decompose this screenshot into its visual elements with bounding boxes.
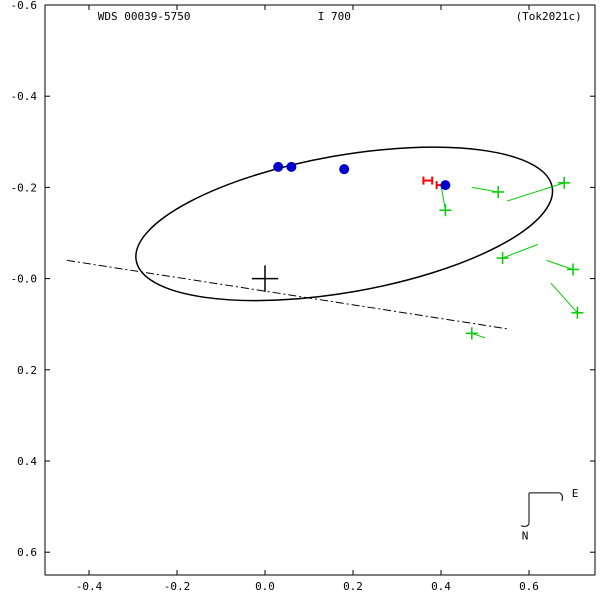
ytick-label: 0.2 [17,364,37,377]
title-left: WDS 00039-5750 [98,10,191,23]
orbit-ellipse [124,120,564,328]
xtick-label: 0.0 [255,580,275,593]
xtick-label: 0.2 [343,580,363,593]
ytick-label: 0.6 [17,546,37,559]
oc-line [551,283,577,313]
xtick-label: 0.4 [431,580,451,593]
oc-line [507,183,564,201]
blue-point [286,162,296,172]
oc-line [547,260,573,269]
ytick-label: -0.6 [11,0,38,12]
orbit-chart: -0.4 -0.2 0.0 0.2 0.4 0.6 0.6 0.4 0.2 -0.0 -0.2 -0.… [0,0,600,600]
ytick-label: 0.4 [17,455,37,468]
blue-point [339,164,349,174]
blue-point [273,162,283,172]
compass-n-label: N [522,530,529,543]
compass-n-arrow [521,524,529,527]
title-right: (Tok2021c) [516,10,582,23]
xtick-label: -0.2 [164,580,191,593]
plot-border [45,5,595,575]
compass-e-label: E [572,487,579,500]
title-center: I 700 [318,10,351,23]
blue-point [440,180,450,190]
xtick-label: 0.6 [519,580,539,593]
compass-e-arrow [560,493,563,501]
xtick-label: -0.4 [76,580,103,593]
ytick-label: -0.2 [11,181,38,194]
ytick-label: -0.0 [11,273,38,286]
oc-line [503,244,538,258]
ytick-label: -0.4 [11,90,38,103]
chart-svg: -0.4 -0.2 0.0 0.2 0.4 0.6 0.6 0.4 0.2 -0.0 -0.2 -0.… [0,0,600,600]
